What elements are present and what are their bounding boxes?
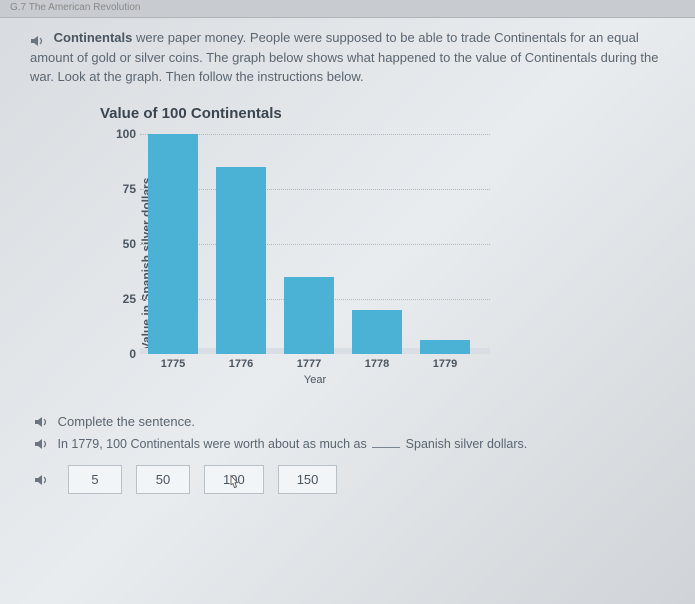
chart-title: Value of 100 Continentals xyxy=(100,105,665,122)
x-tick-label: 1779 xyxy=(433,358,457,370)
speaker-icon[interactable] xyxy=(34,438,50,450)
breadcrumb: G.7 The American Revolution xyxy=(0,0,695,18)
prompt2-after: Spanish silver dollars. xyxy=(402,437,527,451)
bar xyxy=(284,277,334,354)
x-tick-label: 1777 xyxy=(297,358,321,370)
y-tick-label: 100 xyxy=(110,127,136,141)
speaker-icon[interactable] xyxy=(34,473,50,485)
x-tick-label: 1775 xyxy=(161,358,185,370)
prompt1-text: Complete the sentence. xyxy=(58,414,195,429)
bar xyxy=(216,167,266,354)
answer-options: 5 50 100 150 xyxy=(34,465,665,494)
answer-option[interactable]: 5 xyxy=(68,465,122,494)
y-tick-label: 0 xyxy=(110,347,136,361)
breadcrumb-text: G.7 The American Revolution xyxy=(10,2,140,13)
y-tick-label: 50 xyxy=(110,237,136,251)
x-tick-label: 1778 xyxy=(365,358,389,370)
bar xyxy=(352,310,402,354)
pointer-cursor-icon xyxy=(225,474,243,492)
prompt-complete-sentence: Complete the sentence. xyxy=(34,414,665,429)
x-tick-label: 1776 xyxy=(229,358,253,370)
term-continentals: Continentals xyxy=(54,30,133,45)
speaker-icon[interactable] xyxy=(30,33,46,45)
bar xyxy=(420,340,470,353)
fill-blank xyxy=(372,447,400,448)
answer-option[interactable]: 100 xyxy=(204,465,264,494)
plot-area xyxy=(140,134,490,354)
bar-chart: Value in Spanish silver dollars Year 025… xyxy=(70,134,510,394)
prompt2-before: In 1779, 100 Continentals were worth abo… xyxy=(57,437,370,451)
y-tick-label: 75 xyxy=(110,182,136,196)
page-content: Continentals were paper money. People we… xyxy=(0,0,695,512)
y-tick-label: 25 xyxy=(110,292,136,306)
speaker-icon[interactable] xyxy=(34,416,50,428)
bar xyxy=(148,134,198,354)
answer-option[interactable]: 50 xyxy=(136,465,190,494)
x-axis-label: Year xyxy=(140,374,490,386)
intro-paragraph: Continentals were paper money. People we… xyxy=(30,28,665,87)
prompt-sentence: In 1779, 100 Continentals were worth abo… xyxy=(34,437,665,451)
answer-option[interactable]: 150 xyxy=(278,465,338,494)
